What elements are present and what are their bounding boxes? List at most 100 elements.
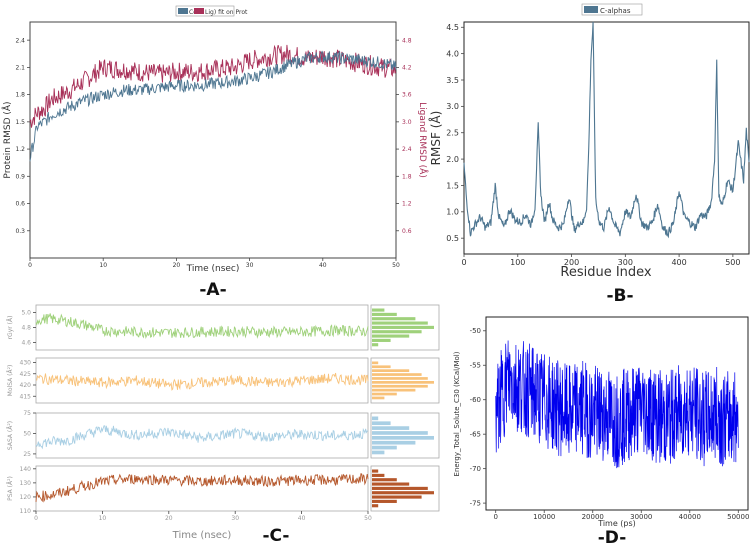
chart-a-ytick-right-label-7: 4.8 — [402, 37, 412, 44]
chart-d: 0 10000 20000 30000 40000 50000 -75-70-65-60-… — [453, 316, 749, 547]
chart-a-ytick-right-label-4: 3.0 — [402, 119, 412, 126]
chart-c-hist-bar-3-0 — [372, 469, 379, 473]
chart-c-hist-frame-3 — [370, 465, 440, 512]
chart-c-hist-bar-2-5 — [372, 440, 416, 445]
chart-a-yticks-left: 0.3 0.6 0.9 1.2 1.5 1.8 2.1 2.4 — [15, 37, 30, 235]
chart-a-xtick-label-3: 30 — [246, 262, 254, 269]
chart-a-ytick-left-label-3: 1.2 — [15, 146, 25, 153]
chart-c-yticks-1: 415 420 425 430 — [20, 360, 36, 400]
chart-c-hist-bar-1-9 — [372, 396, 385, 400]
chart-c-hist-bar-2-0 — [372, 416, 379, 421]
chart-a-legend-swatch-protein — [178, 8, 188, 14]
chart-c-ytick-1-label-0: 415 — [20, 393, 32, 400]
chart-a-ytick-right-label-1: 1.2 — [402, 201, 412, 208]
chart-c-xtick-label-1: 10 — [99, 515, 107, 522]
chart-a-xtick-label-5: 50 — [392, 262, 400, 269]
chart-c-hist-bar-1-2 — [372, 369, 410, 372]
chart-c-hist-bar-1-3 — [372, 373, 422, 376]
chart-c-hist-bar-0-5 — [372, 330, 422, 334]
chart-b-xticks: 0 100 200 300 400 500 — [461, 254, 741, 267]
chart-c-subplot-0: 4.6 4.8 5.0 rGyr (Å) — [7, 304, 440, 351]
chart-c-hist-bar-0-0 — [372, 308, 385, 312]
chart-c-yticks-0: 4.6 4.8 5.0 — [21, 310, 36, 347]
chart-b-legend-swatch — [584, 6, 598, 13]
chart-c-hist-bar-3-1 — [372, 473, 385, 477]
chart-c-hist-bar-0-1 — [372, 312, 397, 316]
chart-c-hist-bar-3-8 — [372, 504, 379, 508]
chart-b-xtick-label-2: 200 — [564, 258, 579, 267]
chart-c-ytick-2-label-2: 75 — [23, 410, 31, 417]
chart-c-subplot-1: 415 420 425 430 MolSA (Å²) — [7, 357, 440, 404]
chart-c-xticks: 0 10 20 30 40 50 — [34, 511, 372, 522]
chart-c-hist-bar-0-4 — [372, 325, 434, 329]
chart-c-xtick-label-3: 30 — [231, 515, 239, 522]
chart-a-series-ligand — [29, 44, 397, 128]
chart-c-ytick-0-label-0: 4.6 — [21, 340, 31, 347]
chart-c-hist-bar-1-0 — [372, 361, 379, 365]
chart-c-ytick-1-label-3: 430 — [20, 360, 32, 367]
chart-c-series-1 — [35, 372, 369, 391]
chart-c-ylabel-0: rGyr (Å) — [7, 316, 14, 340]
chart-c-hist-bar-0-7 — [372, 338, 391, 342]
chart-a-ytick-left-label-2: 0.9 — [15, 173, 25, 180]
chart-a-ytick-right-label-3: 2.4 — [402, 146, 412, 153]
chart-d-ytick-label-1: -70 — [470, 465, 481, 473]
chart-d-xtick-label-3: 30000 — [630, 513, 652, 521]
chart-b-legend-label: C-alphas — [600, 7, 631, 15]
chart-c-hist-bar-0-6 — [372, 334, 410, 338]
chart-c-series-2 — [35, 425, 369, 450]
chart-c-ytick-2-label-0: 25 — [23, 451, 31, 458]
chart-a-ytick-right-label-5: 3.6 — [402, 92, 412, 99]
chart-c-hist-bar-1-1 — [372, 365, 391, 369]
chart-c-hist-bar-3-2 — [372, 478, 397, 482]
chart-c-ylabel-3: PSA (Å²) — [7, 476, 14, 501]
chart-b-ytick-label-1: 1.0 — [446, 208, 459, 217]
chart-d-xticks: 0 10000 20000 30000 40000 50000 — [493, 510, 749, 521]
chart-b-frame — [463, 21, 750, 255]
chart-c-xtick-label-0: 0 — [34, 515, 38, 522]
chart-c-hist-bar-1-8 — [372, 392, 397, 396]
chart-a-legend-swatch-ligand — [194, 8, 204, 14]
chart-d-xlabel: Time (ps) — [597, 519, 636, 528]
chart-c-ytick-3-label-3: 140 — [20, 466, 32, 473]
chart-a-frame — [29, 21, 397, 259]
chart-d-ytick-label-3: -60 — [470, 396, 481, 404]
chart-d-xtick-label-2: 20000 — [582, 513, 604, 521]
chart-c-hist-bar-1-7 — [372, 388, 416, 392]
chart-b-ytick-label-5: 3.0 — [446, 102, 459, 111]
chart-c-subplot-frame-3 — [35, 465, 369, 512]
chart-d-ytick-label-0: -75 — [470, 500, 481, 508]
chart-c-subplot-3: 110 120 130 140 PSA (Å²) — [7, 465, 440, 515]
chart-a-series — [29, 44, 397, 162]
chart-d-yticks: -75 -70 -65 -60 -55 -50 — [470, 327, 486, 508]
chart-c-hist-bar-1-6 — [372, 384, 428, 388]
chart-a-xtick-label-4: 40 — [319, 262, 327, 269]
chart-c-yticks-2: 25 50 75 — [23, 410, 36, 458]
chart-c-xtick-label-4: 40 — [298, 515, 306, 522]
chart-c-hist-bar-0-2 — [372, 317, 416, 321]
chart-b-ytick-label-7: 4.0 — [446, 49, 459, 58]
chart-b-xtick-label-4: 400 — [671, 258, 686, 267]
chart-c-ytick-1-label-2: 425 — [20, 371, 32, 378]
chart-d-ytick-label-5: -50 — [470, 327, 481, 335]
chart-a-legend-label-protein: Cα — [189, 9, 197, 16]
chart-c-series-3 — [35, 473, 369, 503]
chart-b-yticks: 0.5 1.0 1.5 2.0 2.5 3.0 3.5 4.0 4.5 — [446, 23, 464, 243]
chart-c-ytick-1-label-1: 420 — [20, 382, 32, 389]
chart-c-xtick-label-5: 50 — [364, 515, 372, 522]
chart-c-hist-bar-2-7 — [372, 450, 385, 455]
chart-b-legend: C-alphas — [581, 3, 643, 16]
chart-a-ytick-left-label-0: 0.3 — [15, 228, 25, 235]
chart-d-ytick-label-4: -55 — [470, 362, 481, 370]
chart-c-hist-bar-3-5 — [372, 491, 434, 495]
chart-c-ytick-2-label-1: 50 — [23, 431, 31, 438]
chart-c-ytick-3-label-2: 130 — [20, 480, 32, 487]
chart-c-subplot-frame-2 — [35, 412, 369, 459]
chart-c-ytick-0-label-2: 5.0 — [21, 310, 31, 317]
chart-a-xtick-label-1: 10 — [99, 262, 107, 269]
chart-a-ytick-left-label-4: 1.5 — [15, 119, 25, 126]
panel-label-b: -B- — [606, 286, 633, 306]
chart-c-hist-bar-1-4 — [372, 377, 428, 380]
panel-label-d: -D- — [598, 528, 627, 547]
chart-a-xticks: 0 10 20 30 40 50 — [28, 258, 400, 269]
